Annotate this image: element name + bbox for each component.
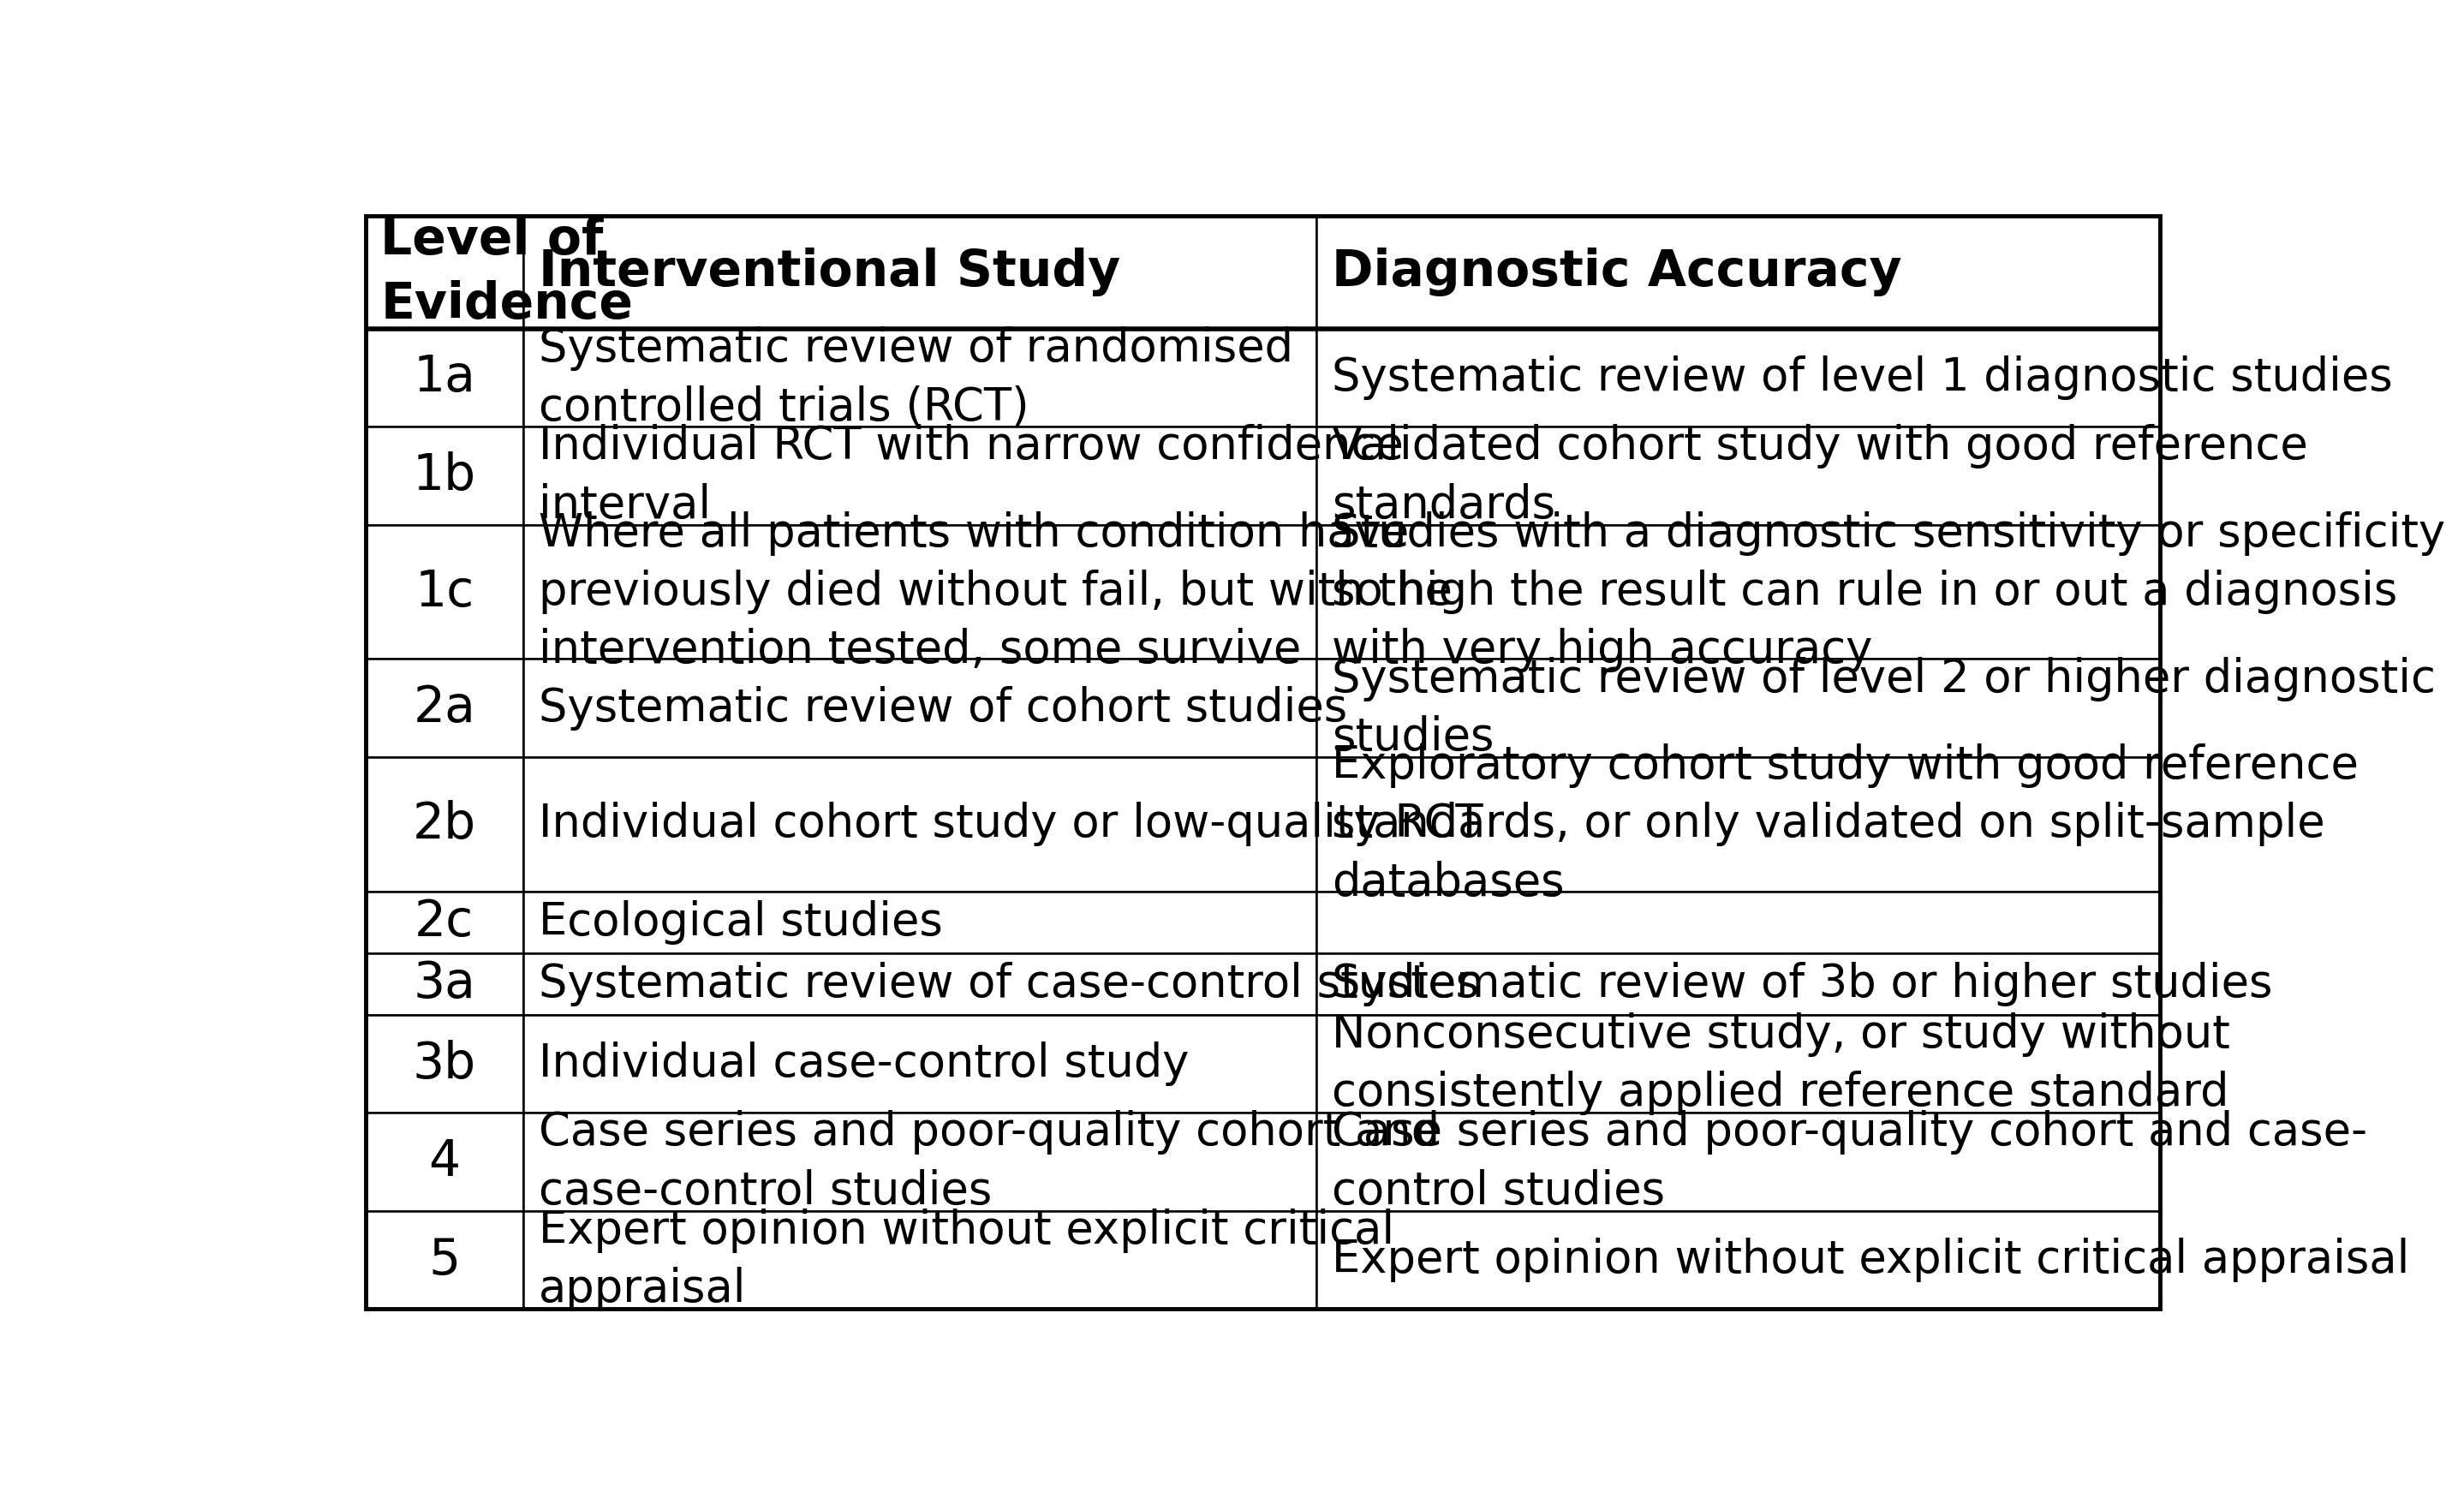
Text: 5: 5	[429, 1235, 461, 1285]
Text: Nonconsecutive study, or study without
consistently applied reference standard: Nonconsecutive study, or study without c…	[1333, 1012, 2230, 1116]
Bar	[1316, 1015, 2161, 1113]
Text: 3a: 3a	[414, 960, 476, 1009]
Text: 1c: 1c	[414, 568, 473, 616]
Text: Systematic review of cohort studies: Systematic review of cohort studies	[540, 686, 1348, 731]
Text: Studies with a diagnostic sensitivity or specificity
so high the result can rule: Studies with a diagnostic sensitivity or…	[1333, 510, 2447, 673]
Bar	[1316, 427, 2161, 524]
Text: Diagnostic Accuracy: Diagnostic Accuracy	[1333, 248, 1902, 297]
Bar	[1316, 953, 2161, 1015]
Bar	[365, 1015, 522, 1113]
Bar	[522, 216, 1316, 329]
Bar	[365, 1211, 522, 1309]
Bar	[365, 891, 522, 953]
Text: Systematic review of level 1 diagnostic studies: Systematic review of level 1 diagnostic …	[1333, 355, 2393, 400]
Bar	[365, 427, 522, 524]
Bar	[1316, 216, 2161, 329]
Text: Case series and poor-quality cohort and case-
control studies: Case series and poor-quality cohort and …	[1333, 1110, 2368, 1214]
Text: 2a: 2a	[414, 684, 476, 732]
Bar	[522, 329, 1316, 427]
Bar	[1316, 329, 2161, 427]
Bar	[1316, 1113, 2161, 1211]
Text: Systematic review of 3b or higher studies: Systematic review of 3b or higher studie…	[1333, 962, 2272, 1006]
Bar	[522, 524, 1316, 658]
Text: Validated cohort study with good reference
standards: Validated cohort study with good referen…	[1333, 424, 2309, 527]
Bar	[365, 524, 522, 658]
Text: Interventional Study: Interventional Study	[540, 248, 1121, 297]
Bar	[522, 1211, 1316, 1309]
Bar	[522, 658, 1316, 757]
Bar	[522, 1113, 1316, 1211]
Text: Where all patients with condition have
previously died without fail, but with th: Where all patients with condition have p…	[540, 510, 1451, 673]
Bar	[365, 216, 522, 329]
Text: Systematic review of level 2 or higher diagnostic
studies: Systematic review of level 2 or higher d…	[1333, 657, 2437, 760]
Bar	[365, 329, 522, 427]
Bar	[1316, 891, 2161, 953]
Bar	[365, 953, 522, 1015]
Text: Ecological studies: Ecological studies	[540, 900, 944, 945]
Bar	[365, 757, 522, 891]
Text: Level of
Evidence: Level of Evidence	[379, 216, 633, 329]
Text: 4: 4	[429, 1137, 461, 1187]
Bar	[1316, 658, 2161, 757]
Text: 1a: 1a	[414, 353, 476, 402]
Bar	[522, 953, 1316, 1015]
Text: Case series and poor-quality cohort and
case-control studies: Case series and poor-quality cohort and …	[540, 1110, 1439, 1214]
Text: Systematic review of case-control studies: Systematic review of case-control studie…	[540, 962, 1478, 1006]
Bar	[365, 1113, 522, 1211]
Bar	[1316, 524, 2161, 658]
Bar	[1316, 1211, 2161, 1309]
Bar	[365, 658, 522, 757]
Text: Expert opinion without explicit critical appraisal: Expert opinion without explicit critical…	[1333, 1238, 2410, 1282]
Bar	[522, 757, 1316, 891]
Text: 3b: 3b	[411, 1039, 476, 1089]
Text: Exploratory cohort study with good reference
standards, or only validated on spl: Exploratory cohort study with good refer…	[1333, 743, 2358, 904]
Text: 2c: 2c	[414, 898, 473, 947]
Text: Expert opinion without explicit critical
appraisal: Expert opinion without explicit critical…	[540, 1208, 1395, 1312]
Bar	[522, 891, 1316, 953]
Text: Individual cohort study or low-quality RCT: Individual cohort study or low-quality R…	[540, 802, 1483, 847]
Text: Individual RCT with narrow confidence
interval: Individual RCT with narrow confidence in…	[540, 424, 1404, 527]
Bar	[1316, 757, 2161, 891]
Bar	[522, 427, 1316, 524]
Text: Individual case-control study: Individual case-control study	[540, 1042, 1190, 1086]
Text: 1b: 1b	[411, 451, 476, 500]
Text: Systematic review of randomised
controlled trials (RCT): Systematic review of randomised controll…	[540, 326, 1294, 429]
Text: 2b: 2b	[411, 800, 476, 849]
Bar	[522, 1015, 1316, 1113]
